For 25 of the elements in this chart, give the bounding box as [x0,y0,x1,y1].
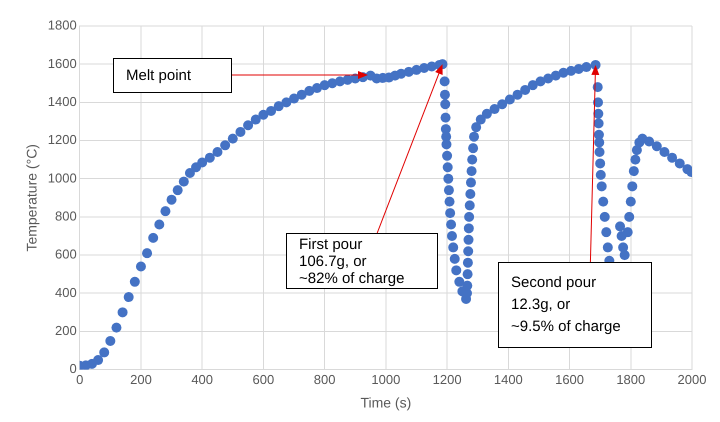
note-box: First pour 106.7g, or ~82% of charge [286,233,438,289]
y-tick-label: 0 [69,361,77,376]
x-tick-label: 800 [314,372,336,387]
y-axis-title: Temperature (°C) [23,144,40,252]
x-tick-label: 2000 [678,372,706,387]
y-tick-label: 1400 [48,94,77,109]
y-tick-label: 800 [55,208,77,224]
y-tick-label: 600 [55,246,77,262]
x-tick-label: 1000 [371,372,400,387]
y-tick-label: 1200 [48,132,77,148]
y-tick-label: 200 [55,323,77,338]
y-tick-label: 1600 [48,56,77,71]
y-tick-label: 1800 [48,18,77,33]
x-tick-label: 1600 [555,372,584,387]
y-tick-label: 1000 [48,170,77,186]
x-tick-label: 1800 [616,372,646,387]
note-box: Melt point [113,58,232,92]
x-tick-label: 1200 [432,372,462,387]
x-tick-label: 400 [191,372,214,387]
x-tick-label: 1400 [494,372,523,387]
x-axis-title: Time (s) [360,394,412,410]
y-tick-label: 400 [55,284,77,300]
x-tick-label: 600 [252,372,274,387]
note-box: Second pour 12.3g, or ~9.5% of charge [498,262,652,348]
x-tick-label: 200 [130,372,152,387]
